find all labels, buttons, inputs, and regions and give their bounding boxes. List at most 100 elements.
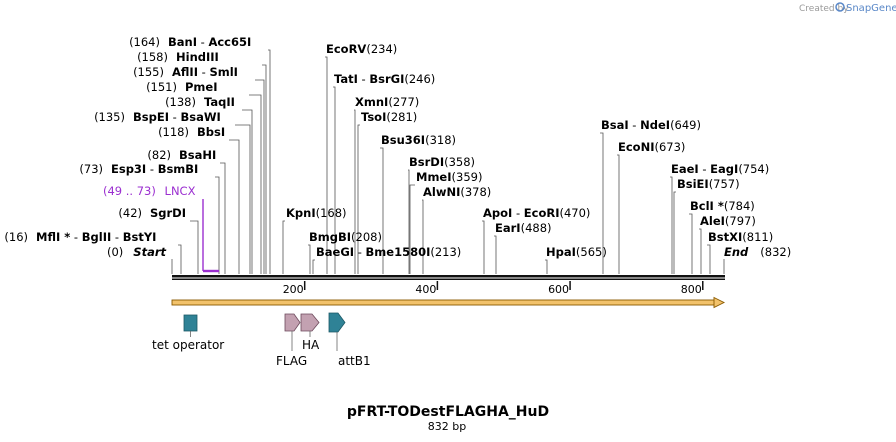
enzyme-name: TsoI — [361, 110, 386, 124]
site-bsahi[interactable]: (82) BsaHI — [147, 148, 216, 162]
feature-label-tet-operator: tet operator — [152, 338, 224, 352]
site-position: (318) — [425, 133, 456, 147]
site-leader — [494, 235, 497, 274]
site-leader — [699, 228, 702, 274]
site-label: Bsu36I(318) — [381, 133, 456, 147]
site-leader — [408, 169, 410, 274]
site-label: BbsI — [197, 125, 225, 139]
site-label: MflI * - BglII - BstYI — [36, 230, 156, 244]
site-hpai[interactable]: HpaI(565) — [546, 245, 607, 259]
site-position: (213) — [430, 245, 461, 259]
enzyme-name: XmnI — [355, 95, 388, 109]
orf-arrow[interactable] — [171, 296, 726, 309]
site-tati[interactable]: TatI - BsrGI(246) — [334, 72, 435, 86]
enzyme-name: BsaWI — [180, 110, 220, 124]
enzyme-name: SgrDI — [150, 206, 186, 220]
site-sgrdi[interactable]: (42) SgrDI — [118, 206, 186, 220]
site-bsrdi[interactable]: BsrDI(358) — [409, 155, 475, 169]
site-bsiei[interactable]: BsiEI(757) — [677, 177, 740, 191]
enzyme-name: BclI — [690, 199, 714, 213]
site-label: BclI *(784) — [690, 199, 755, 213]
enzyme-name: BsrDI — [409, 155, 444, 169]
site-leader — [249, 94, 262, 274]
enzyme-name: BglII — [82, 230, 112, 244]
site-alwni[interactable]: AlwNI(378) — [423, 185, 491, 199]
site-bstxi[interactable]: BstXI(811) — [708, 230, 773, 244]
site-aflii[interactable]: (155) AflII - SmlI — [133, 65, 238, 79]
enzyme-name: Esp3I — [111, 162, 146, 176]
axis-tick-label: 600 — [548, 283, 569, 296]
site-leader — [255, 79, 265, 274]
svg-text:(49 .. 73) LNCX: (49 .. 73) LNCX — [103, 184, 196, 198]
site-hindiii[interactable]: (158) HindIII — [137, 50, 219, 64]
enzyme-name: BstXI — [708, 230, 742, 244]
site-position: (155) — [133, 65, 164, 79]
site-eari[interactable]: EarI(488) — [495, 221, 552, 235]
enzyme-name: BstYI — [123, 230, 157, 244]
orf-arrowhead — [713, 296, 726, 309]
flag-arrow — [284, 313, 301, 332]
enzyme-name: HpaI — [546, 245, 576, 259]
site-label: TaqII — [204, 95, 235, 109]
site-apoi[interactable]: ApoI - EcoRI(470) — [483, 206, 590, 220]
site-taqii[interactable]: (138) TaqII — [165, 95, 235, 109]
site-alei[interactable]: AleI(797) — [700, 214, 756, 228]
site-label: EarI(488) — [495, 221, 552, 235]
site-bbsi[interactable]: (118) BbsI — [158, 125, 225, 139]
feature-tet-operator[interactable]: tet operator — [152, 314, 224, 352]
enzyme-name: HindIII — [176, 50, 219, 64]
site-labels: (164) BanI - Acc65I(158) HindIII (155) AflII… — [4, 35, 791, 259]
site-label: BanI - Acc65I — [168, 35, 251, 49]
primer-lncx[interactable]: (49 .. 73) LNCX — [103, 184, 219, 273]
enzyme-name: EcoRV — [326, 42, 366, 56]
site-bani[interactable]: (164) BanI - Acc65I — [129, 35, 251, 49]
site-label: EcoRV(234) — [326, 42, 397, 56]
site-position: (565) — [576, 245, 607, 259]
enzyme-name: EagI — [710, 162, 738, 176]
site-label: BsaI - NdeI(649) — [601, 118, 701, 132]
site-leader — [354, 109, 356, 274]
site-esp3i[interactable]: (73) Esp3I - BsmBI — [79, 162, 198, 176]
site-tsoi[interactable]: TsoI(281) — [361, 110, 417, 124]
enzyme-name: KpnI — [286, 206, 316, 220]
site-leader — [600, 132, 604, 274]
primer-range: (49 .. 73) — [103, 184, 156, 198]
site-bsai[interactable]: BsaI - NdeI(649) — [601, 118, 701, 132]
site-baegi[interactable]: BaeGI - Bme1580I(213) — [316, 245, 461, 259]
enzyme-name: BbsI — [197, 125, 225, 139]
site-mfli[interactable]: (16) MflI * - BglII - BstYI — [4, 230, 156, 244]
site-econi[interactable]: EcoNI(673) — [618, 140, 685, 154]
site-bsu36i[interactable]: Bsu36I(318) — [381, 133, 456, 147]
feature-ha[interactable]: HA — [300, 313, 320, 352]
site-position: (158) — [137, 50, 168, 64]
site-xmni[interactable]: XmnI(277) — [355, 95, 419, 109]
enzyme-name: TatI — [334, 72, 358, 86]
site-mmei[interactable]: MmeI(359) — [416, 170, 482, 184]
feature-flag[interactable]: FLAG — [276, 313, 307, 368]
site-label: BspEI - BsaWI — [133, 110, 221, 124]
backbone-strand-bottom — [172, 278, 725, 280]
site-leader — [545, 259, 548, 274]
site-bspei[interactable]: (135) BspEI - BsaWI — [94, 110, 221, 124]
orf-body — [171, 299, 717, 306]
site-bcli[interactable]: BclI *(784) — [690, 199, 755, 213]
feature-attb1[interactable]: attB1 — [328, 312, 371, 368]
site-leader — [325, 56, 328, 274]
enzyme-name: BsmBI — [158, 162, 199, 176]
enzyme-name: AlwNI — [423, 185, 460, 199]
site-position: (138) — [165, 95, 196, 109]
map-length: 832 bp — [428, 420, 466, 433]
site-bmgbi[interactable]: BmgBI(208) — [309, 230, 382, 244]
site-position: (135) — [94, 110, 125, 124]
site-eaei[interactable]: EaeI - EagI(754) — [671, 162, 769, 176]
site-position: (649) — [670, 118, 701, 132]
site-kpni[interactable]: KpnI(168) — [286, 206, 347, 220]
site-position: (470) — [560, 206, 591, 220]
site-position: (757) — [709, 177, 740, 191]
enzyme-name: EcoNI — [618, 140, 654, 154]
site-ecorv[interactable]: EcoRV(234) — [326, 42, 397, 56]
site-leader — [268, 49, 271, 274]
site-label: HpaI(565) — [546, 245, 607, 259]
site-label: XmnI(277) — [355, 95, 419, 109]
site-pmei[interactable]: (151) PmeI — [146, 80, 217, 94]
